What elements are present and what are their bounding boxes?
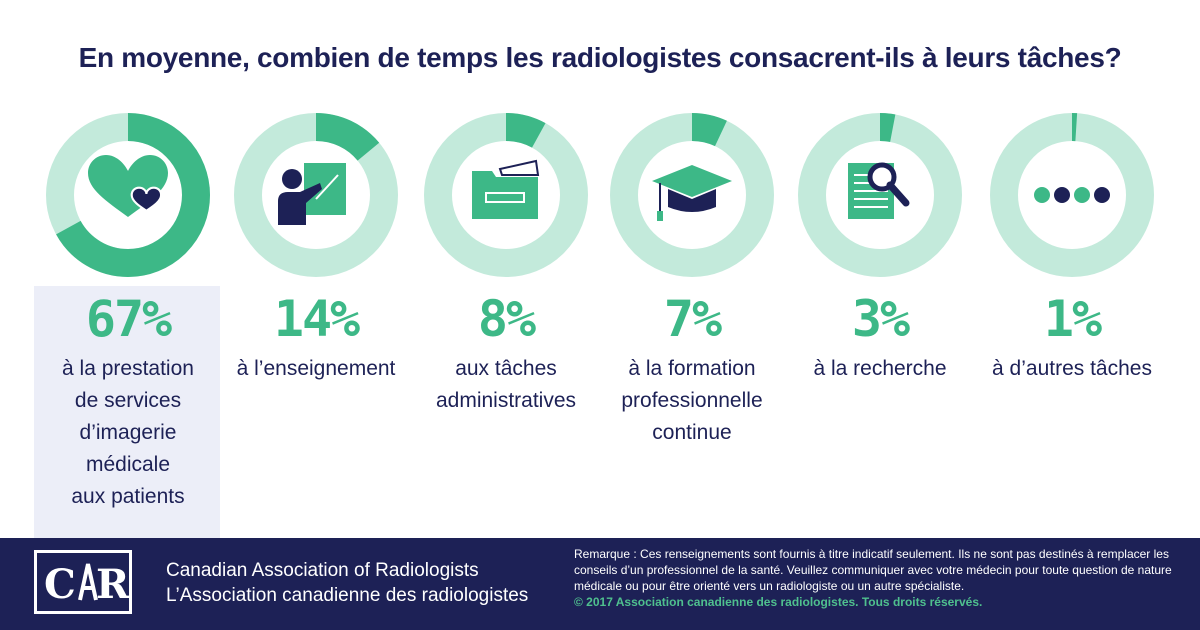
- percent-label-1: 67%: [85, 290, 172, 348]
- disclaimer: Remarque : Ces renseignements sont fourn…: [574, 546, 1186, 610]
- donut-2: [234, 113, 398, 277]
- percent-label-3: 8%: [477, 290, 536, 348]
- folder-icon: [472, 159, 540, 219]
- association-names: Canadian Association of Radiologists L’A…: [166, 558, 528, 608]
- car-logo: C R: [34, 550, 132, 614]
- donut-6-track: [990, 113, 1154, 277]
- donut-1: [46, 113, 210, 277]
- donut-6-segment: [990, 113, 1154, 277]
- donut-3: [424, 113, 588, 277]
- percent-label-6: 1%: [1043, 290, 1102, 348]
- category-label-2: à l’enseignement: [236, 357, 396, 380]
- donut-4-segment: [610, 113, 774, 277]
- research-icon: [848, 162, 910, 219]
- hearts-icon: [88, 155, 168, 217]
- donut-6: [990, 113, 1154, 277]
- copyright: © 2017 Association canadienne des radiol…: [574, 595, 983, 609]
- footer: C R Canadian Association of Radiologists…: [0, 538, 1200, 630]
- category-label-3: aux tâches administratives: [435, 357, 577, 412]
- donut-4: [610, 113, 774, 277]
- svg-text:C: C: [44, 561, 76, 608]
- category-label-1: à la prestation de services d’imagerie m…: [62, 357, 194, 508]
- teacher-icon: [278, 163, 346, 225]
- org-name-en: Canadian Association of Radiologists: [166, 560, 479, 581]
- donut-3-segment: [424, 113, 588, 277]
- percent-label-2: 14%: [273, 290, 360, 348]
- donut-2-segment: [234, 113, 398, 277]
- page-title: En moyenne, combien de temps les radiolo…: [78, 42, 1122, 73]
- svg-text:R: R: [96, 561, 130, 608]
- percent-label-4: 7%: [663, 290, 722, 348]
- category-label-6: à d’autres tâches: [992, 357, 1152, 380]
- org-name-fr: L’Association canadienne des radiologist…: [166, 585, 529, 606]
- donut-5: [798, 113, 962, 277]
- category-label-5: à la recherche: [813, 357, 947, 380]
- category-label-4: à la formation professionnelle continue: [621, 357, 763, 444]
- disclaimer-text: Remarque : Ces renseignements sont fourn…: [574, 547, 1172, 593]
- percent-label-5: 3%: [851, 290, 910, 348]
- donut-5-segment: [798, 113, 962, 277]
- donut-1-segment: [46, 113, 210, 277]
- highlight-panel: [34, 286, 220, 538]
- graduation-cap-icon: [652, 165, 732, 221]
- dots-icon: [1034, 187, 1110, 203]
